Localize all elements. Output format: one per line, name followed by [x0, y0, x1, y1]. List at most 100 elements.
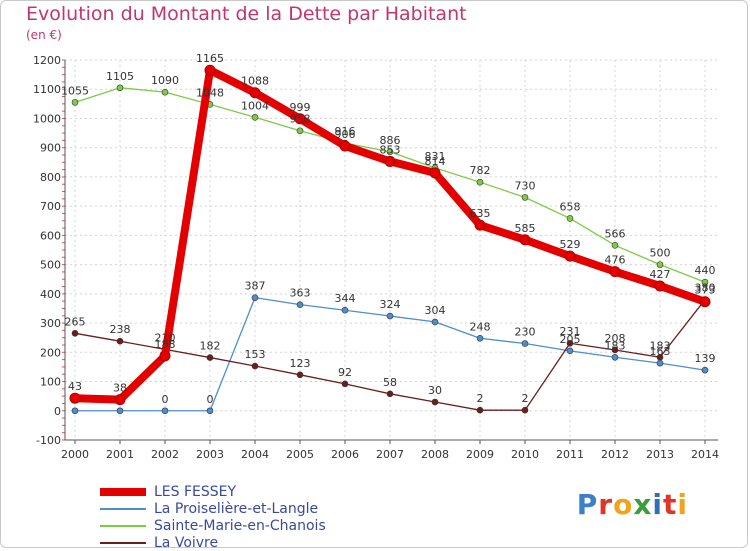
data-point	[566, 347, 574, 355]
legend-swatch	[100, 487, 146, 496]
legend-label: La Proiselière-et-Langle	[154, 500, 319, 517]
data-label: 1088	[241, 75, 269, 88]
data-point	[69, 392, 81, 404]
data-point	[656, 359, 664, 367]
data-point	[566, 215, 574, 222]
data-label: 782	[470, 164, 491, 177]
data-label: 210	[155, 331, 176, 344]
y-tick-label: 600	[40, 229, 61, 242]
data-label: 43	[68, 380, 82, 393]
x-tick-label: 2014	[691, 448, 719, 461]
data-label: 205	[560, 333, 581, 346]
x-tick-label: 2001	[106, 448, 134, 461]
data-point	[341, 306, 349, 314]
y-tick-label: 0	[54, 405, 61, 418]
data-label: 958	[290, 113, 311, 126]
data-point	[611, 346, 619, 354]
data-point	[609, 266, 621, 278]
data-label: 566	[605, 227, 626, 240]
legend-label: La Voivre	[154, 534, 219, 551]
legend-label: LES FESSEY	[154, 483, 237, 500]
data-label: 853	[380, 143, 401, 156]
data-point	[251, 362, 259, 370]
y-tick-label: 1200	[33, 54, 61, 67]
data-label: 208	[605, 332, 626, 345]
data-point	[206, 407, 214, 415]
data-point	[476, 406, 484, 414]
data-label: 304	[425, 304, 446, 317]
data-point	[431, 398, 439, 406]
data-label: 238	[110, 323, 131, 336]
data-point	[566, 339, 574, 347]
data-label: 427	[650, 268, 671, 281]
data-label: 363	[290, 287, 311, 300]
data-label: 265	[65, 315, 86, 328]
data-point	[386, 148, 394, 156]
data-label: 344	[335, 292, 356, 305]
data-point	[476, 178, 484, 186]
legend-swatch	[100, 507, 146, 510]
data-label: 635	[470, 207, 491, 220]
data-point	[71, 330, 79, 337]
data-label: 58	[383, 376, 397, 389]
logo-letter: x	[633, 488, 653, 521]
chart-legend: LES FESSEY La Proiselière-et-Langle Sainte…	[100, 483, 326, 551]
data-label: 500	[650, 247, 671, 260]
data-point	[116, 84, 124, 92]
logo-letter: i	[652, 488, 663, 521]
x-tick-label: 2008	[421, 448, 449, 461]
x-tick-label: 2010	[511, 448, 539, 461]
y-tick-label: 500	[40, 259, 61, 272]
y-tick-label: 1100	[33, 83, 61, 96]
data-label: 906	[335, 128, 356, 141]
proxiti-logo: Proxiti	[577, 488, 688, 521]
data-label: 183	[605, 339, 626, 352]
x-tick-label: 2003	[196, 448, 224, 461]
data-point	[521, 340, 529, 347]
data-point	[341, 380, 349, 388]
data-label: 916	[335, 125, 356, 138]
data-label: 324	[380, 298, 401, 311]
x-tick-label: 2011	[556, 448, 584, 461]
data-label: 831	[425, 150, 446, 163]
data-point	[116, 407, 124, 415]
y-tick-label: 1000	[33, 112, 61, 125]
data-label: 730	[515, 179, 536, 192]
data-label: 814	[425, 155, 446, 168]
data-label: 139	[695, 352, 716, 365]
data-label: 153	[245, 348, 266, 361]
data-label: 230	[515, 326, 536, 339]
data-point	[384, 155, 396, 167]
data-point	[431, 318, 439, 326]
data-label: 182	[200, 340, 221, 353]
x-tick-label: 2004	[241, 448, 269, 461]
legend-swatch	[100, 524, 146, 527]
data-label: 1165	[196, 52, 224, 65]
x-tick-label: 2005	[286, 448, 314, 461]
data-label: 92	[338, 366, 352, 379]
data-label: 1004	[241, 99, 269, 112]
data-point	[429, 167, 441, 179]
y-tick-label: 400	[40, 288, 61, 301]
logo-letter: r	[598, 488, 614, 521]
data-label: 387	[245, 280, 266, 293]
data-point	[476, 334, 484, 342]
data-point	[521, 194, 529, 201]
data-label: 231	[560, 325, 581, 338]
x-tick-label: 2006	[331, 448, 359, 461]
data-point	[296, 127, 304, 135]
chart-unit-label: (en €)	[26, 28, 62, 42]
data-point	[114, 394, 126, 406]
data-point	[116, 337, 124, 345]
data-label: 2	[477, 392, 484, 405]
data-label: 1055	[61, 84, 89, 97]
y-tick-label: 200	[40, 346, 61, 359]
data-point	[654, 280, 666, 292]
data-point	[339, 140, 351, 152]
data-point	[656, 353, 664, 361]
legend-item: La Voivre	[100, 534, 326, 551]
data-label: 380	[695, 282, 716, 295]
x-tick-label: 2002	[151, 448, 179, 461]
